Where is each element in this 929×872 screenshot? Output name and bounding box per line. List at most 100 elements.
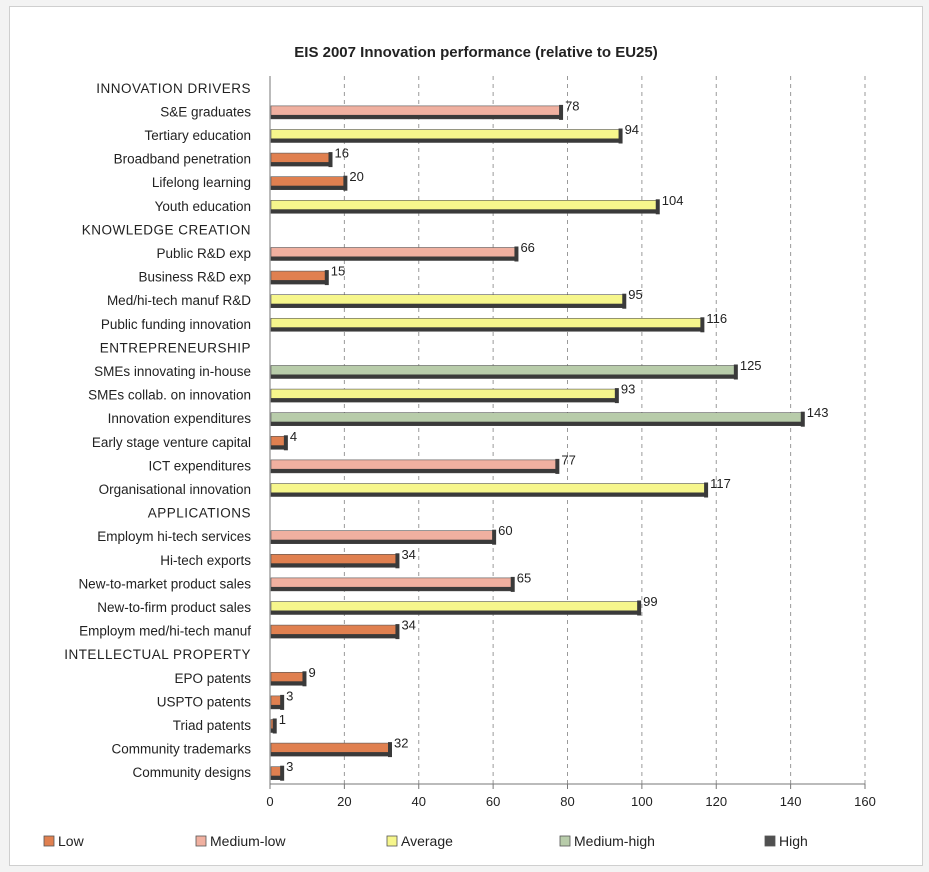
category-label: EPO patents [174,671,251,686]
bar-end-cap [283,435,288,451]
bar-shadow [271,327,703,332]
section-label: APPLICATIONS [148,506,251,521]
bar-shadow [271,185,346,190]
category-label: Triad patents [173,718,252,733]
bar-end-cap [343,175,348,191]
bar-end-cap [272,718,277,734]
category-label: Community designs [132,765,251,780]
value-label: 3 [286,688,293,703]
category-label: ICT expenditures [148,458,251,473]
bar-end-cap [280,694,285,710]
bar-shadow [271,539,495,544]
bar-end-cap [655,199,660,215]
value-labels: 7894162010466159511612593143477117603465… [279,98,829,774]
category-label: Public R&D exp [156,246,251,261]
bar-shadow [271,138,621,143]
category-label: Broadband penetration [114,152,251,167]
bar-shadow [271,563,398,568]
category-label: S&E graduates [160,104,251,119]
legend-swatch-low [43,835,55,847]
x-tick-label: 20 [337,794,351,809]
bar-end-cap [510,576,515,592]
bar-end-cap [388,742,392,758]
x-tick-label: 60 [486,794,500,809]
legend-swatch-average [386,835,398,847]
category-label: New-to-market product sales [78,576,251,591]
value-label: 117 [710,476,731,491]
bar-shadow [271,492,707,497]
bar-end-cap [328,152,333,168]
bar-end-cap [733,364,738,380]
value-label: 99 [643,594,657,609]
value-label: 15 [331,264,345,279]
legend-label-medium-high: Medium-high [574,833,655,849]
legend-label-low: Low [58,833,85,849]
bar-shadow [271,586,513,591]
bar-shadow [271,162,331,167]
bar-shadow [271,256,517,261]
bar-shadow [271,775,283,780]
category-label: New-to-firm product sales [97,600,251,615]
legend: Low Medium-low Average Medium-high High [43,833,808,849]
value-label: 20 [349,169,363,184]
gridlines [343,76,866,784]
bar-end-cap [395,624,400,640]
section-label: INTELLECTUAL PROPERTY [64,647,251,662]
bar-shadow [271,374,736,379]
bar-shadow [271,303,625,308]
bar-shadow [271,114,562,119]
value-label: 34 [401,547,415,562]
value-label: 65 [517,570,531,585]
bar-end-cap [622,293,627,309]
x-tick-label: 160 [854,794,876,809]
value-label: 93 [621,382,635,397]
category-label: Hi-tech exports [160,553,251,568]
category-label: Employm med/hi-tech manuf [79,624,251,639]
bar-shadow [271,681,305,686]
value-label: 125 [740,358,762,373]
chart-frame [9,6,923,866]
bar-end-cap [704,482,709,498]
bar-end-cap [637,600,642,616]
value-label: 32 [394,736,408,751]
bar-shadow [271,704,283,709]
bar-shadow [271,468,558,473]
legend-swatch-medium-low [195,835,207,847]
legend-label-average: Average [401,833,453,849]
value-label: 34 [401,618,415,633]
category-label: Innovation expenditures [108,411,252,426]
bar-end-cap [514,246,519,262]
bar-shadow [271,445,286,450]
category-label: Lifelong learning [152,175,251,190]
value-label: 94 [625,122,639,137]
value-label: 16 [335,146,349,161]
bar-shadow [271,280,327,285]
value-label: 143 [807,405,829,420]
bar-shadow [271,398,617,403]
category-label: USPTO patents [157,694,252,709]
bar-shadow [271,421,803,426]
section-label: INNOVATION DRIVERS [96,81,251,96]
x-axis: 0 20 40 60 80 100 120 140 160 [266,76,876,809]
category-label: SMEs collab. on innovation [88,388,251,403]
x-tick-label: 100 [631,794,653,809]
value-label: 1 [279,712,286,727]
bar-end-cap [280,765,285,781]
legend-label-high: High [779,833,808,849]
legend-label-medium-low: Medium-low [210,833,286,849]
bar-end-cap [618,128,623,144]
value-label: 78 [565,98,579,113]
category-label: Business R&D exp [138,270,251,285]
bar-end-cap [614,388,619,404]
category-label: Early stage venture capital [92,435,251,450]
x-tick-label: 40 [412,794,426,809]
legend-swatch-medium-high [559,835,571,847]
category-labels: INNOVATION DRIVERS S&E graduates Tertiary … [64,81,251,780]
value-label: 3 [286,759,293,774]
value-label: 116 [706,311,727,326]
value-label: 9 [308,665,315,680]
section-label: KNOWLEDGE CREATION [82,222,251,237]
bar-end-cap [302,671,307,687]
section-label: ENTREPRENEURSHIP [100,340,251,355]
bar-end-cap [492,529,497,545]
